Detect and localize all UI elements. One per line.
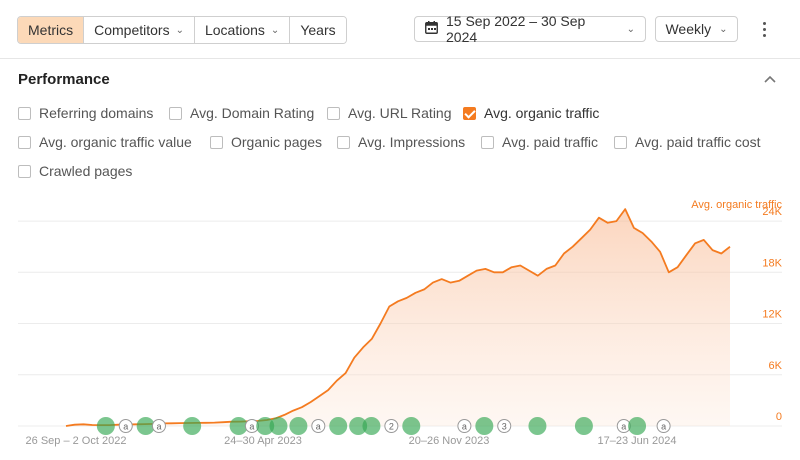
x-tick-label: 26 Sep – 2 Oct 2022 <box>26 435 127 447</box>
kebab-menu-icon[interactable] <box>758 18 770 40</box>
checkbox-box[interactable] <box>481 135 494 149</box>
annotation-marker-label: 2 <box>389 422 394 432</box>
checkbox-box[interactable] <box>614 135 627 149</box>
checkbox-label: Organic pages <box>231 134 323 150</box>
y-tick-label: 24K <box>762 206 782 218</box>
tab-competitors-label: Competitors <box>94 22 170 38</box>
checkbox-avg-impressions[interactable]: Avg. Impressions <box>337 134 465 150</box>
traffic-chart: 0 6K 12K 18K 24K Avg. organic traffic a a a a 2 a 3 a… <box>0 190 800 460</box>
checkbox-label: Crawled pages <box>39 163 133 179</box>
date-range-button[interactable]: 15 Sep 2022 – 30 Sep 2024 ⌄ <box>414 13 646 45</box>
checkbox-box[interactable] <box>337 135 350 149</box>
tab-years[interactable]: Years <box>290 17 346 43</box>
panel-title: Performance <box>18 71 110 88</box>
checkbox-label: Referring domains <box>39 105 154 121</box>
tab-metrics-label: Metrics <box>28 22 74 38</box>
checkbox-label: Avg. URL Rating <box>348 105 452 121</box>
checkbox-avg-organic-traffic[interactable]: Avg. organic traffic <box>463 105 599 121</box>
checkbox-box-checked[interactable] <box>463 106 476 120</box>
chevron-down-icon: ⌄ <box>719 23 728 35</box>
checkbox-avg-domain-rating[interactable]: Avg. Domain Rating <box>169 105 314 121</box>
chevron-down-icon: ⌄ <box>270 24 280 36</box>
series-line <box>65 208 731 427</box>
checkbox-label: Avg. paid traffic cost <box>635 134 761 150</box>
tab-locations-label: Locations <box>204 22 265 38</box>
update-marker <box>256 417 275 435</box>
checkbox-avg-organic-traffic-value[interactable]: Avg. organic traffic value <box>18 134 192 150</box>
update-marker <box>574 417 593 435</box>
tab-metrics[interactable]: Metrics <box>18 17 85 43</box>
chevron-down-icon: ⌄ <box>175 24 184 36</box>
checkbox-avg-paid-traffic-cost[interactable]: Avg. paid traffic cost <box>614 134 761 150</box>
annotation-marker-label: a <box>249 422 254 432</box>
checkbox-avg-url-rating[interactable]: Avg. URL Rating <box>327 105 452 121</box>
interval-select[interactable]: Weekly ⌄ <box>655 16 738 42</box>
checkbox-box[interactable] <box>18 106 31 120</box>
annotation-marker <box>457 419 472 433</box>
update-marker <box>349 417 368 435</box>
x-tick-label: 20–26 Nov 2023 <box>409 435 490 447</box>
checkbox-organic-pages[interactable]: Organic pages <box>210 134 322 150</box>
update-marker <box>136 417 155 435</box>
calendar-icon <box>425 21 438 37</box>
interval-label: Weekly <box>665 21 712 37</box>
checkbox-box[interactable] <box>169 106 182 120</box>
tab-competitors[interactable]: Competitors ⌄ <box>84 17 195 43</box>
view-segmented-control: Metrics Competitors ⌄ Locations ⌄ Years <box>17 16 347 44</box>
update-marker <box>96 417 115 435</box>
update-marker <box>528 417 547 435</box>
annotation-marker <box>311 419 326 433</box>
update-marker <box>402 417 421 435</box>
checkbox-avg-paid-traffic[interactable]: Avg. paid traffic <box>481 134 598 150</box>
annotation-marker-label: a <box>316 422 321 432</box>
y-tick-label: 18K <box>762 257 782 269</box>
checkbox-box[interactable] <box>18 135 31 149</box>
annotation-marker-label: a <box>123 422 128 432</box>
annotation-marker-label: a <box>621 422 626 432</box>
update-marker <box>475 417 494 435</box>
update-marker <box>289 417 308 435</box>
checkbox-label: Avg. paid traffic <box>502 134 598 150</box>
toolbar: Metrics Competitors ⌄ Locations ⌄ Years <box>0 0 800 59</box>
update-marker <box>329 417 348 435</box>
annotation-marker-label: 3 <box>502 422 507 432</box>
x-tick-label: 24–30 Apr 2023 <box>224 435 302 447</box>
checkbox-label: Avg. Impressions <box>358 134 466 150</box>
annotation-marker-label: a <box>156 422 161 432</box>
checkbox-label: Avg. organic traffic value <box>39 134 192 150</box>
update-marker <box>183 417 202 435</box>
checkbox-label: Avg. Domain Rating <box>190 105 315 121</box>
series-label: Avg. organic traffic <box>691 199 782 211</box>
y-tick-label: 6K <box>769 360 783 372</box>
y-tick-label: 12K <box>762 309 782 321</box>
y-tick-label: 0 <box>776 411 782 423</box>
update-marker <box>362 417 381 435</box>
tab-locations[interactable]: Locations ⌄ <box>194 17 291 43</box>
checkbox-box[interactable] <box>210 135 223 149</box>
x-tick-label: 17–23 Jun 2024 <box>598 435 677 447</box>
update-marker <box>229 417 248 435</box>
annotation-marker-label: a <box>462 422 467 432</box>
annotation-marker <box>384 419 399 433</box>
checkbox-box[interactable] <box>327 106 340 120</box>
annotation-marker-label: a <box>661 422 666 432</box>
checkbox-referring-domains[interactable]: Referring domains <box>18 105 153 121</box>
annotation-marker <box>118 419 133 433</box>
series-area <box>66 209 730 426</box>
annotation-marker <box>497 419 512 433</box>
update-marker <box>628 417 647 435</box>
update-marker <box>269 417 288 435</box>
annotation-marker <box>151 419 166 433</box>
checkbox-box[interactable] <box>18 164 31 178</box>
tab-years-label: Years <box>300 22 336 38</box>
checkbox-label: Avg. organic traffic <box>484 105 600 121</box>
checkbox-crawled-pages[interactable]: Crawled pages <box>18 163 132 179</box>
chevron-down-icon: ⌄ <box>626 23 635 35</box>
date-range-label: 15 Sep 2022 – 30 Sep 2024 <box>446 13 586 45</box>
annotation-marker <box>656 419 671 433</box>
chevron-up-icon[interactable] <box>764 72 776 86</box>
